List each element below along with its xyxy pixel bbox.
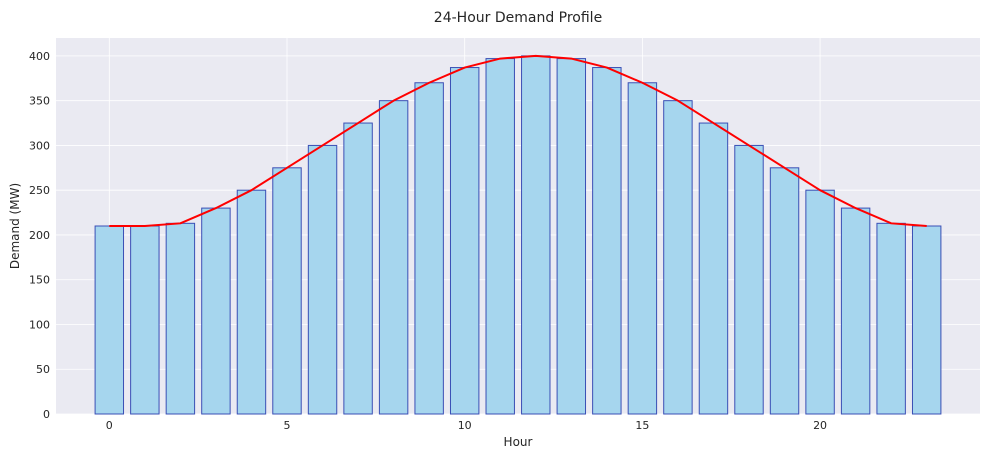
y-tick-label-50: 50 [36,363,50,376]
y-tick-label-400: 400 [29,50,50,63]
y-tick-label-150: 150 [29,274,50,287]
x-tick-labels: 0 5 10 15 20 [106,419,827,432]
bar-hour-6 [307,144,338,415]
bar-hour-17 [698,122,729,415]
demand-curve-line [109,54,927,227]
bar-hour-2 [165,222,196,415]
bar-hour-12 [521,55,551,415]
bar-hour-1 [130,225,160,415]
bar-hour-7 [343,122,373,415]
x-tick-label-15: 15 [635,419,649,432]
x-tick-label-10: 10 [458,419,472,432]
bar-hour-16 [663,100,693,415]
bar-series [94,55,942,415]
bar-hour-11 [485,58,515,415]
bar-hour-8 [378,100,409,415]
bar-hour-5 [272,167,302,415]
bar-hour-18 [734,144,764,415]
y-tick-label-250: 250 [29,184,50,197]
bar-hour-3 [201,207,231,415]
chart-title: 24-Hour Demand Profile [434,10,602,26]
y-axis-label: Demand (MW) [8,183,22,269]
bar-hour-23 [911,225,942,415]
x-tick-label-5: 5 [284,419,291,432]
bar-hour-0 [94,225,125,415]
bar-hour-22 [876,222,906,415]
y-tick-label-200: 200 [29,229,50,242]
y-tick-labels: 0 50 100 150 200 250 300 350 400 [29,50,50,421]
bar-hour-13 [556,58,587,415]
bar-hour-14 [592,67,622,415]
y-tick-label-300: 300 [29,139,50,152]
bar-hour-19 [769,167,800,415]
y-tick-label-100: 100 [29,318,50,331]
bar-hour-15 [627,82,658,415]
y-tick-label-0: 0 [43,408,50,421]
bar-hour-9 [414,82,444,415]
bar-hour-21 [840,207,871,415]
x-axis-label: Hour [504,435,533,449]
bar-hour-4 [236,189,267,415]
x-tick-label-20: 20 [813,419,827,432]
bar-hour-20 [805,189,835,415]
bar-hour-10 [449,67,480,415]
y-tick-label-350: 350 [29,95,50,108]
x-tick-label-0: 0 [106,419,113,432]
